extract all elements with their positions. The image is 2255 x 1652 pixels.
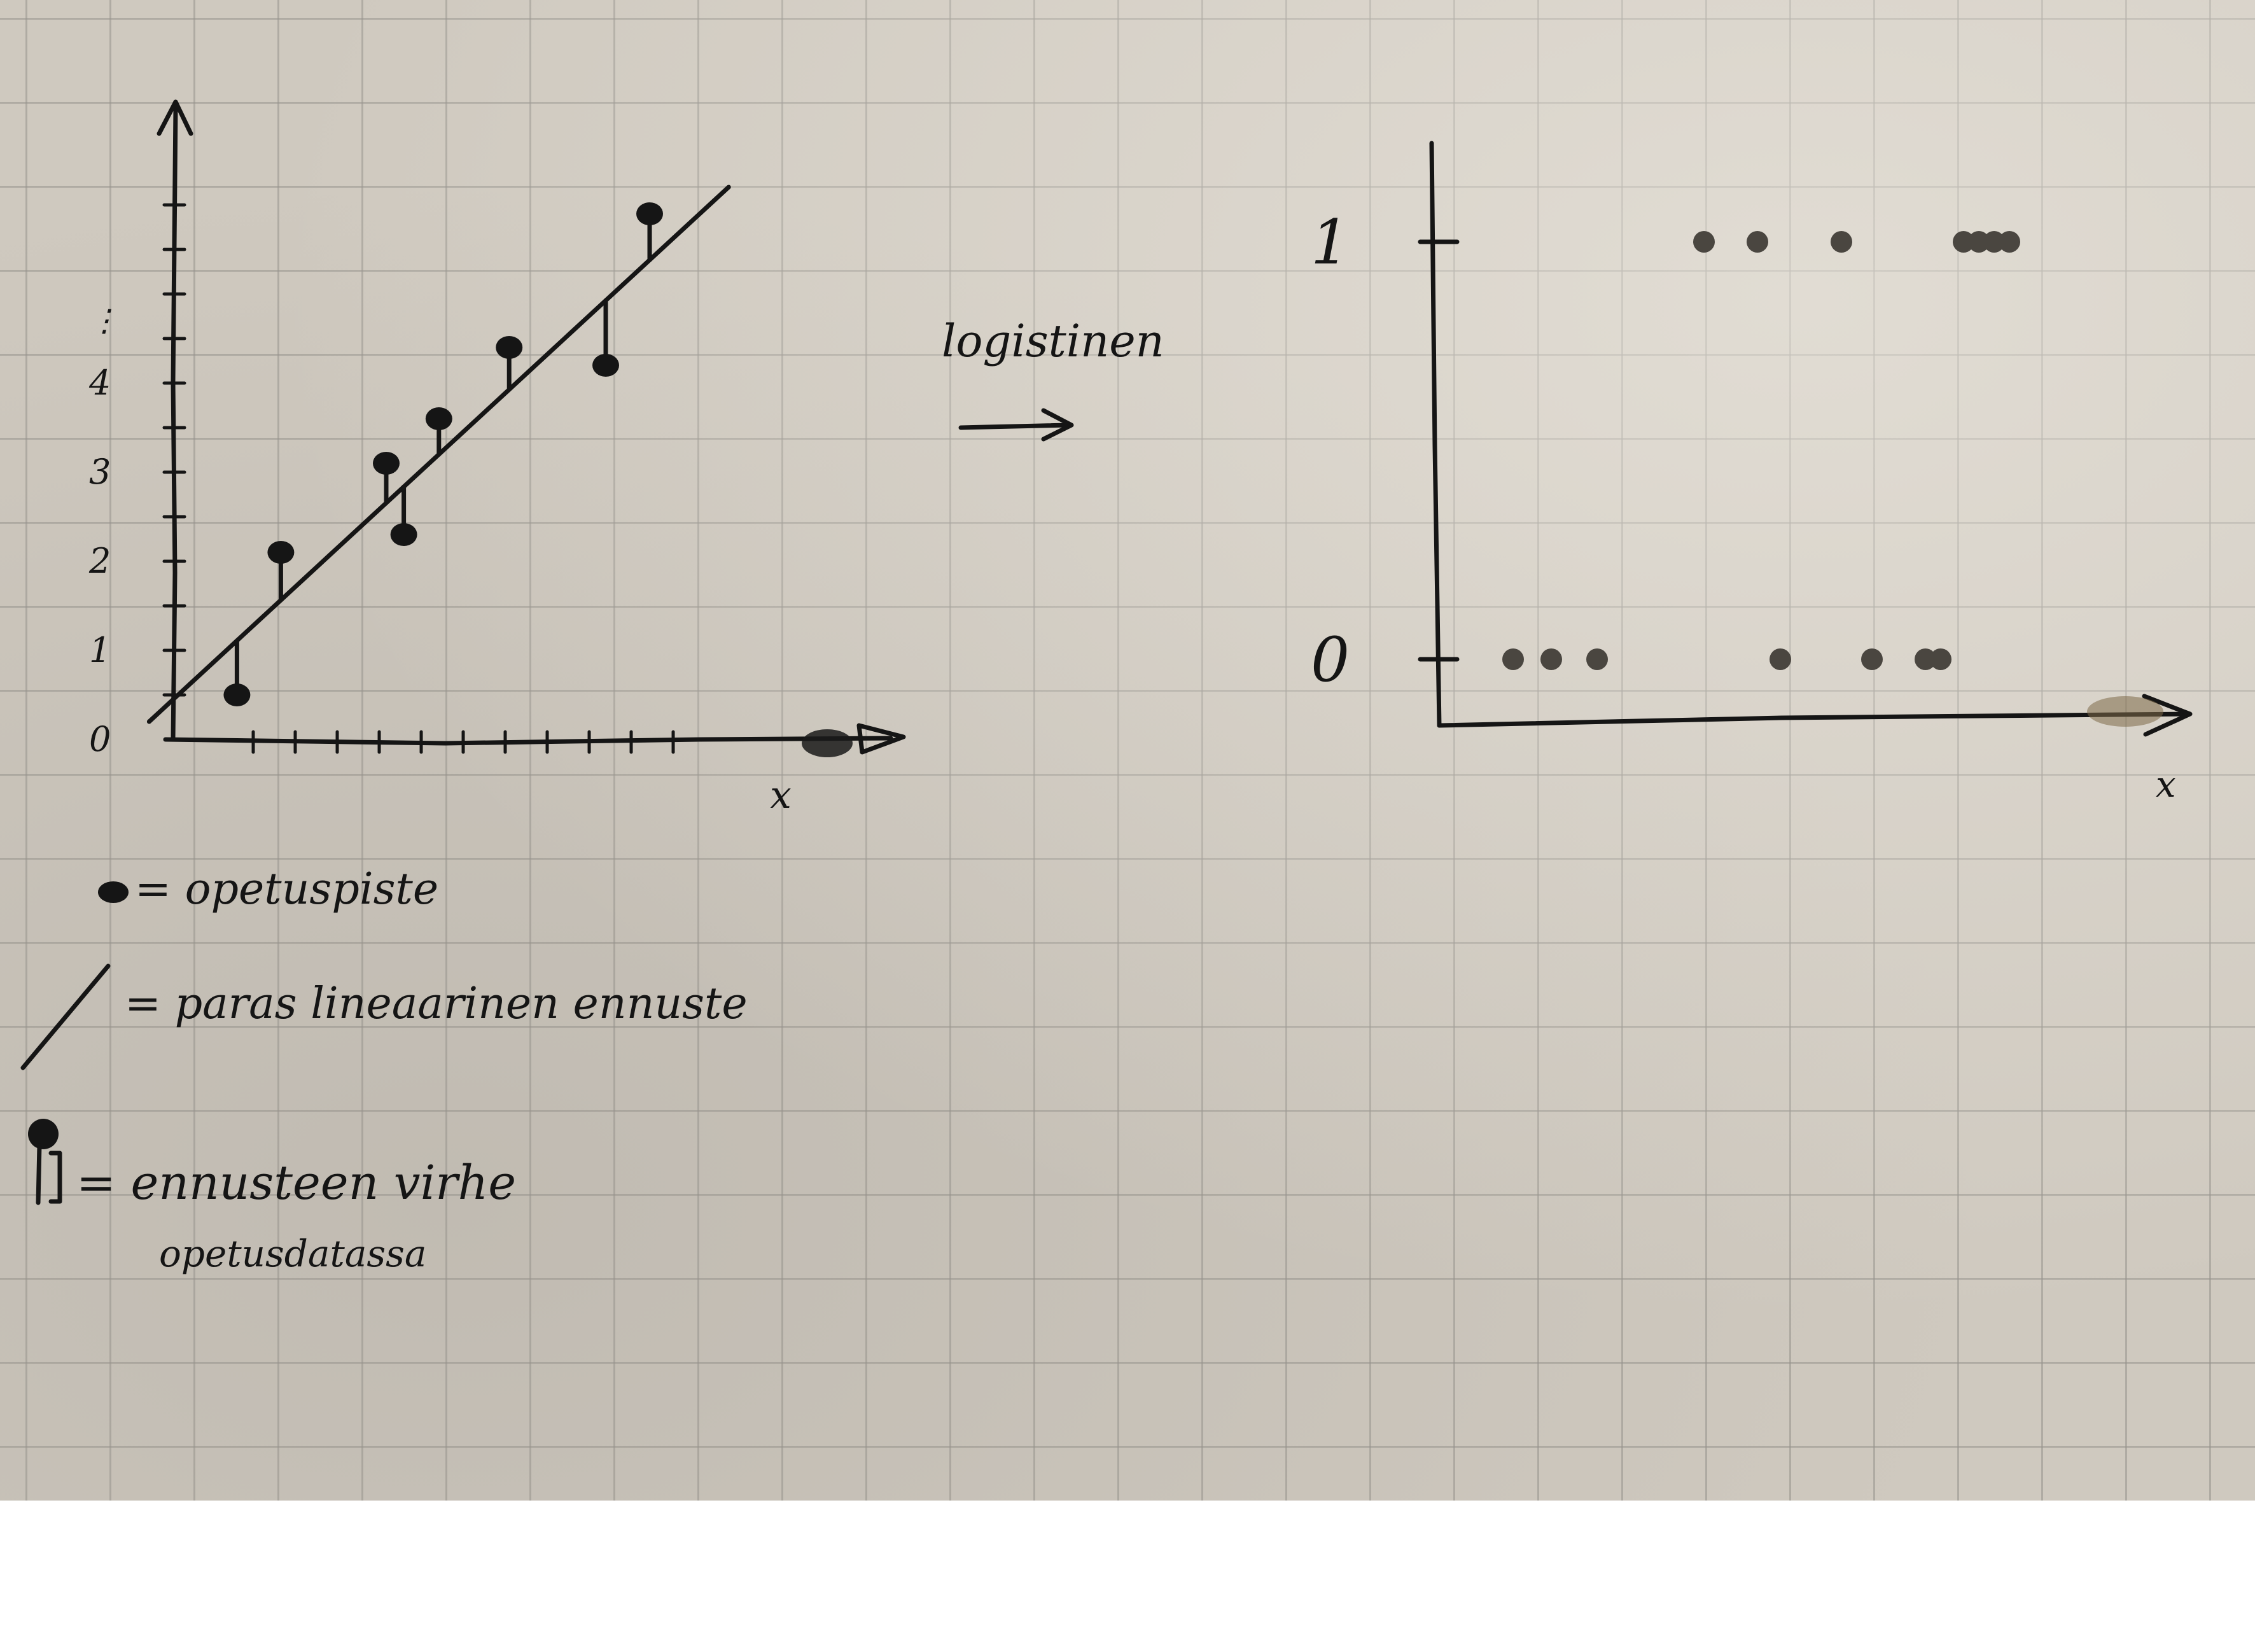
graph-paper	[0, 0, 2255, 1501]
error-segments	[234, 211, 652, 697]
left-y-tick-label: 4	[88, 363, 111, 403]
left-y-tick-label: 2	[88, 541, 111, 581]
left-y-tick-label: 1	[89, 630, 111, 670]
training-point	[425, 407, 452, 430]
legend-point-icon	[98, 881, 129, 903]
class-point	[1968, 231, 1990, 253]
training-point	[496, 336, 523, 359]
right-x-axis	[1437, 711, 2191, 728]
training-point	[390, 523, 417, 546]
class-point	[1586, 648, 1608, 670]
arrow-label: logistinen	[942, 315, 1164, 367]
class-point	[1861, 648, 1883, 670]
left-x-axis	[163, 736, 893, 746]
left-y-tick-label: 0	[89, 719, 111, 759]
class-points	[1502, 231, 2020, 670]
transform-arrow: logistinen	[942, 315, 1164, 442]
left-x-ticks	[251, 730, 675, 754]
right-x-axis-arrowhead	[2142, 694, 2193, 737]
class-point	[1999, 231, 2020, 253]
class-point	[1693, 231, 1715, 253]
class-point	[1502, 648, 1524, 670]
training-point	[636, 202, 663, 225]
left-y-tick-labels: 0 1 2 3 4	[88, 363, 111, 759]
right-x-label: x	[2156, 764, 2176, 806]
right-y-tick-labels: 01	[1311, 207, 1350, 696]
left-y-tick-label: 3	[89, 452, 111, 492]
class-point	[1983, 231, 2005, 253]
training-points	[223, 202, 663, 706]
class-point	[1930, 648, 1951, 670]
training-point	[223, 683, 251, 706]
blank-margin	[0, 1501, 2255, 1652]
legend-point-label: = opetuspiste	[135, 864, 438, 914]
right-y-tick-label: 0	[1311, 624, 1350, 696]
left-y-ticks	[162, 203, 186, 697]
training-point	[373, 452, 400, 475]
right-y-ticks	[1418, 239, 1460, 662]
class-point	[1915, 648, 1936, 670]
legend-line-icon	[20, 963, 111, 1070]
left-x-axis-arrowhead	[856, 723, 906, 755]
legend-error-label: = ennusteen virhe	[76, 1156, 516, 1210]
right-y-tick-label: 1	[1311, 207, 1350, 278]
left-chart: 0 1 2 3 4 ⋮ x	[88, 99, 906, 818]
right-chart: 01 x	[1311, 141, 2193, 806]
left-y-axis-arrowhead	[157, 99, 193, 136]
class-point	[1747, 231, 1768, 253]
right-y-axis	[1429, 141, 1442, 728]
left-y-axis	[171, 106, 178, 742]
legend-error-sublabel: opetusdatassa	[159, 1232, 427, 1275]
left-y-ellipsis: ⋮	[89, 303, 120, 339]
class-point	[1540, 648, 1562, 670]
left-x-label: x	[770, 773, 792, 818]
ink-smudge	[802, 729, 853, 757]
class-point	[1953, 231, 1974, 253]
arrow-right-icon	[958, 408, 1074, 442]
class-point	[1770, 648, 1791, 670]
legend-line-label: = paras lineaarinen ennuste	[125, 979, 748, 1029]
class-point	[1831, 231, 1852, 253]
legend: = opetuspiste = paras lineaarinen ennust…	[20, 864, 748, 1275]
training-point	[267, 541, 295, 564]
legend-error-icon	[28, 1119, 62, 1205]
training-point	[592, 354, 619, 377]
ink-smudge	[2087, 696, 2163, 727]
